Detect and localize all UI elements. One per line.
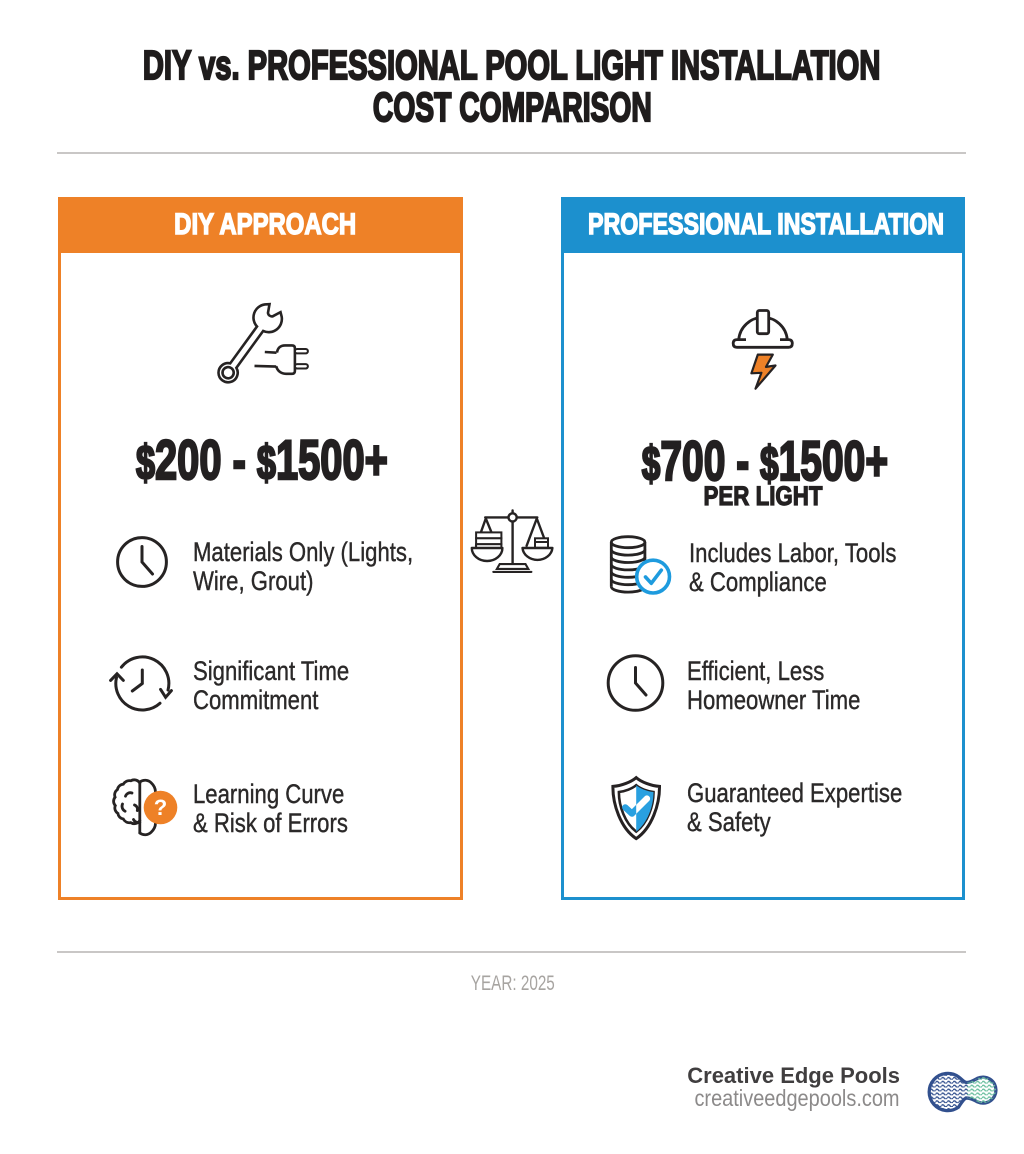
svg-text:?: ?	[154, 795, 167, 820]
